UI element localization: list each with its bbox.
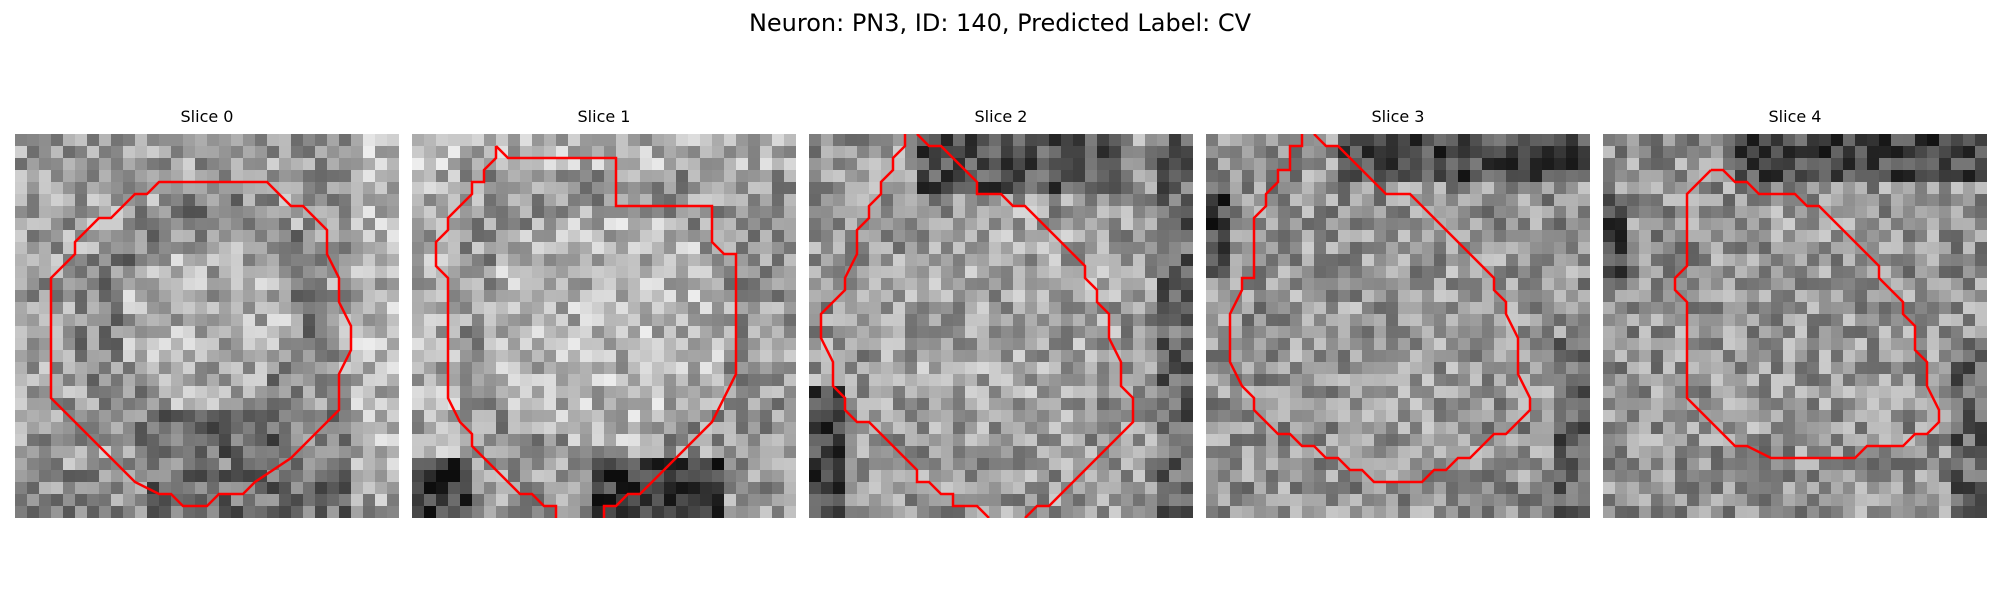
slice-0-image [15, 134, 399, 518]
segmentation-contour [496, 146, 736, 518]
segmentation-contour [1230, 134, 1530, 482]
panel-title-slice-0: Slice 0 [180, 107, 234, 126]
slice-1-image [412, 134, 796, 518]
panel-title-slice-1: Slice 1 [577, 107, 631, 126]
pixel-grid [15, 134, 399, 518]
pixel-grid [1603, 134, 1987, 518]
slice-4-image [1603, 134, 1987, 518]
segmentation-contour-1 [917, 134, 1133, 518]
slice-2-image [809, 134, 1193, 518]
panel-title-slice-2: Slice 2 [974, 107, 1028, 126]
segmentation-contour [821, 134, 989, 518]
pixel-grid [1206, 134, 1590, 518]
segmentation-contour [1675, 170, 1939, 458]
panel-title-slice-4: Slice 4 [1768, 107, 1822, 126]
segmentation-contour-1 [436, 146, 556, 518]
figure-title: Neuron: PN3, ID: 140, Predicted Label: C… [748, 9, 1252, 37]
panel-title-slice-3: Slice 3 [1371, 107, 1425, 126]
slice-3-image [1206, 134, 1590, 518]
pixel-grid [412, 134, 796, 518]
segmentation-contour [51, 182, 351, 506]
pixel-grid [809, 134, 1193, 518]
